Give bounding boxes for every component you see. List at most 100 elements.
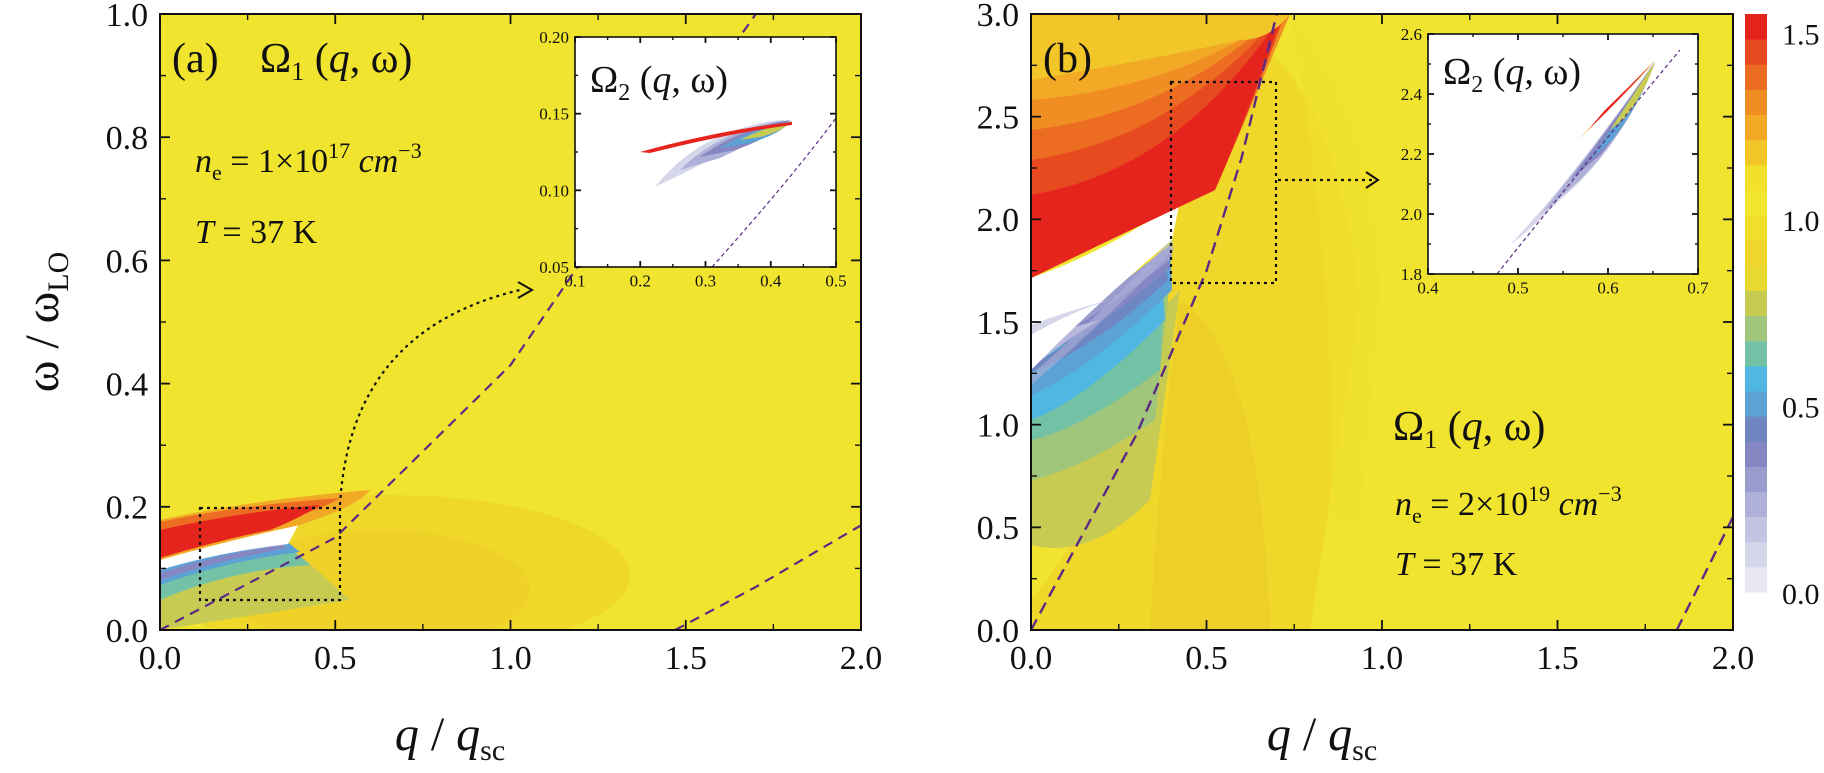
panel-b-inset-x-tick-label: 0.6 xyxy=(1597,279,1618,298)
panel-b-label: (b) xyxy=(1043,36,1092,82)
panel-b-x-tick-label: 2.0 xyxy=(1712,640,1755,677)
panel-a-inset-y-tick-label: 0.10 xyxy=(539,181,569,200)
colorbar-tick-label: 0.5 xyxy=(1782,392,1820,425)
panel-b-x-axis-label: q / qsc xyxy=(1267,708,1377,767)
colorbar-segment xyxy=(1745,390,1767,417)
colorbar-tick-label: 1.0 xyxy=(1782,205,1820,238)
panel-a-inset-x-tick-label: 0.5 xyxy=(825,272,846,291)
colorbar-segment xyxy=(1745,466,1767,492)
panel-a-y-tick-label: 0.0 xyxy=(106,613,149,650)
panel-a-white-gap xyxy=(160,522,300,570)
panel-a-x-ticks: 0.0 0.5 1.0 1.5 2.0 xyxy=(139,14,883,677)
colorbar-segment xyxy=(1745,240,1767,266)
panel-b-inset-y-tick-label: 2.6 xyxy=(1401,25,1422,44)
panel-b-inset-red-branch xyxy=(1588,62,1653,130)
colorbar-segment xyxy=(1745,14,1767,40)
panel-b-x-ticks: 0.0 0.5 1.0 1.5 2.0 xyxy=(1010,14,1755,677)
panel-b-density-annotation: ne = 2×1019 cm−3 xyxy=(1395,481,1622,528)
panel-a-inset-x-tick-label: 0.2 xyxy=(630,272,651,291)
panel-b-inset-y-tick-label: 2.0 xyxy=(1401,205,1422,224)
panel-b-y-tick-label: 3.0 xyxy=(977,0,1020,34)
panel-a: 0.0 0.5 1.0 1.5 2.0 0.0 0.2 0.4 0.6 0.8 1.0 (a) Ω… xyxy=(16,0,882,767)
colorbar-segment xyxy=(1745,290,1767,317)
panel-a-x-axis-label: q / qsc xyxy=(395,708,505,767)
colorbar-segment xyxy=(1745,164,1767,191)
panel-b-y-tick-label: 2.5 xyxy=(977,100,1020,137)
colorbar-segment xyxy=(1745,340,1767,367)
panel-a-inset-y-tick-label: 0.15 xyxy=(539,105,569,124)
panel-b-red-branch xyxy=(1031,14,1282,278)
panel-b-inset-y-tick-label: 2.4 xyxy=(1401,85,1423,104)
panel-a-temperature-annotation: T = 37 K xyxy=(195,214,318,251)
panel-a-arrowhead xyxy=(517,281,535,299)
panel-a-x-tick-label: 2.0 xyxy=(840,640,883,677)
panel-a-y-tick-label: 0.2 xyxy=(106,490,149,527)
colorbar-segment xyxy=(1745,365,1767,392)
panel-b-arrowhead xyxy=(1365,171,1380,189)
panel-b-y-ticks: 0.0 0.5 1.0 1.5 2.0 2.5 3.0 xyxy=(977,0,1733,650)
panel-a-y-ticks: 0.0 0.2 0.4 0.6 0.8 1.0 xyxy=(106,0,861,650)
panel-a-inset-x-tick-label: 0.4 xyxy=(760,272,782,291)
colorbar-segment xyxy=(1745,64,1767,90)
colorbar-segment xyxy=(1745,516,1767,543)
panel-a-y-tick-label: 0.6 xyxy=(106,243,149,280)
panel-b-inset-title: Ω2 (q, ω) xyxy=(1443,51,1581,98)
panel-a-x-tick-label: 1.0 xyxy=(489,640,532,677)
panel-a-inset: Ω2 (q, ω) 0.1 0.2 0.3 0.4 0.5 0.050.100.150.… xyxy=(539,28,846,291)
panel-a-zoom-box xyxy=(198,506,342,602)
panel-b-x-tick-label: 0.5 xyxy=(1185,640,1228,677)
colorbar-segment xyxy=(1745,39,1767,65)
panel-a-inset-y-tick-label: 0.20 xyxy=(539,28,569,47)
panel-a-y-tick-label: 0.4 xyxy=(106,367,149,404)
panel-b-temperature-annotation: T = 37 K xyxy=(1395,546,1518,583)
panel-b-y-tick-label: 0.0 xyxy=(977,613,1020,650)
panel-a-dashed-curve-2 xyxy=(674,524,861,630)
panel-a-inset-x-tick-label: 0.1 xyxy=(564,272,585,291)
panel-b-y-tick-label: 0.5 xyxy=(977,510,1020,547)
panel-a-zoom-arrow xyxy=(338,288,521,506)
panel-b-x-tick-label: 1.5 xyxy=(1536,640,1579,677)
panel-a-omega1-annotation: Ω1 (q, ω) xyxy=(260,36,412,86)
panel-a-x-tick-label: 1.5 xyxy=(665,640,708,677)
panel-b-inset-y-tick-label: 1.8 xyxy=(1401,265,1422,284)
panel-b-inset-x-tick-label: 0.7 xyxy=(1687,279,1709,298)
panel-a-y-axis-label: ω / ωLO xyxy=(16,252,75,393)
panel-a-inset-y-ticks: 0.05 0.10 0.15 0.20 xyxy=(539,28,836,277)
panel-b-inset-x-ticks: 0.4 0.5 0.6 0.7 xyxy=(1417,34,1709,298)
colorbar: 1.5 1.0 0.5 0.0 xyxy=(1745,14,1820,611)
panel-a-inset-x-ticks: 0.1 0.2 0.3 0.4 0.5 xyxy=(564,37,847,291)
panel-b-white-gap xyxy=(1031,200,1180,370)
colorbar-segment xyxy=(1745,89,1767,116)
panel-b-y-tick-label: 1.5 xyxy=(977,305,1020,342)
panel-b-y-tick-label: 2.0 xyxy=(977,202,1020,239)
panel-b-omega1-annotation: Ω1 (q, ω) xyxy=(1393,404,1545,454)
panel-b-zoom-box xyxy=(1169,80,1278,285)
colorbar-ticks: 1.5 1.0 0.5 0.0 xyxy=(1782,19,1820,611)
colorbar-segment xyxy=(1745,315,1767,342)
colorbar-segment xyxy=(1745,491,1767,518)
colorbar-segment xyxy=(1745,441,1767,467)
panel-a-label: (a) xyxy=(172,36,219,82)
panel-b-inset-x-tick-label: 0.4 xyxy=(1417,279,1439,298)
panel-a-dashed-curve-1 xyxy=(160,14,757,630)
panel-b-inset-y-tick-label: 2.2 xyxy=(1401,145,1422,164)
colorbar-segment xyxy=(1745,566,1767,593)
panel-b: 0.0 0.5 1.0 1.5 2.0 0.0 0.5 1.0 1.5 2.0 2.5 3.0 (b… xyxy=(977,0,1755,767)
colorbar-segment xyxy=(1745,265,1767,291)
panel-b-inset-x-tick-label: 0.5 xyxy=(1507,279,1528,298)
panel-b-dashed-curve-1 xyxy=(1031,14,1278,630)
panel-b-x-tick-label: 0.0 xyxy=(1010,640,1053,677)
panel-b-x-tick-label: 1.0 xyxy=(1361,640,1404,677)
colorbar-tick-label: 0.0 xyxy=(1782,578,1820,611)
colorbar-segment xyxy=(1745,189,1767,216)
panel-b-dashed-curve-2 xyxy=(1675,516,1733,630)
panel-a-inset-red-branch xyxy=(640,122,792,153)
panel-a-inset-x-tick-label: 0.3 xyxy=(695,272,716,291)
panel-a-y-tick-label: 0.8 xyxy=(106,120,149,157)
panel-b-inset-y-ticks: 1.8 2.0 2.2 2.4 2.6 xyxy=(1401,25,1698,284)
colorbar-segment xyxy=(1745,541,1767,568)
colorbar-tick-label: 1.5 xyxy=(1782,19,1820,52)
colorbar-segment xyxy=(1745,114,1767,141)
colorbar-segment xyxy=(1745,215,1767,241)
colorbar-segment xyxy=(1745,139,1767,166)
